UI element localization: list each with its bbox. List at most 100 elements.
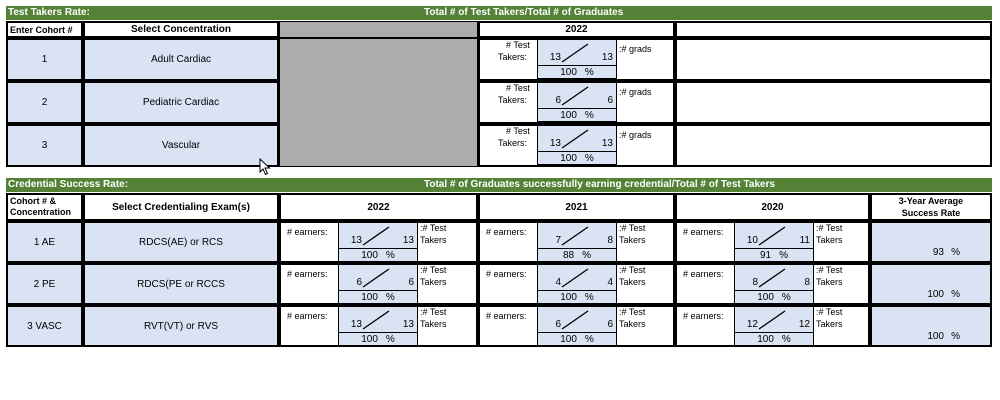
- percent-sign: %: [584, 67, 594, 78]
- percent-value[interactable]: 100%: [338, 290, 418, 304]
- exam-select[interactable]: RDCS(AE) or RCS: [83, 221, 279, 263]
- fraction-slash-icon: [362, 310, 390, 330]
- fraction-input[interactable]: [537, 39, 617, 66]
- exam-select[interactable]: RVT(VT) or RVS: [83, 305, 279, 347]
- denominator-value: 13: [601, 138, 613, 149]
- percent-number: 100: [757, 334, 774, 345]
- fraction-slash-icon: [561, 268, 589, 288]
- test-takers-title-bar: Test Takers Rate: Total # of Test Takers…: [6, 6, 992, 20]
- fraction-slash-icon: [362, 226, 390, 246]
- percent-sign: %: [584, 153, 594, 164]
- average-value: 93: [932, 247, 944, 258]
- test-takers-label-b: Takers: [619, 277, 646, 287]
- fraction-input[interactable]: [734, 306, 814, 333]
- test-takers-subtitle: Total # of Test Takers/Total # of Gradua…: [424, 7, 624, 18]
- percent-value[interactable]: 100%: [338, 248, 418, 262]
- average-cell: 93%: [870, 221, 992, 263]
- percent-number: 100: [560, 67, 577, 78]
- takers-label-a: # Test: [506, 40, 530, 50]
- percent-number: 100: [560, 292, 577, 303]
- percent-value[interactable]: 100%: [537, 65, 617, 79]
- percent-number: 88: [562, 250, 575, 261]
- header-select-concentration: Select Concentration: [83, 21, 279, 38]
- earners-label: # earners:: [486, 269, 527, 279]
- concentration-select[interactable]: Adult Cardiac: [83, 38, 279, 81]
- fraction-input[interactable]: [537, 82, 617, 109]
- fraction-slash-icon: [561, 43, 589, 63]
- percent-number: 100: [560, 153, 577, 164]
- credential-subtitle: Total # of Graduates successfully earnin…: [424, 179, 776, 190]
- earners-label: # earners:: [683, 227, 724, 237]
- percent-sign: %: [385, 250, 395, 261]
- takers-label-b: Takers:: [498, 95, 528, 105]
- test-takers-label-b: Takers: [816, 277, 843, 287]
- cred-cohort-value: 1 AE: [33, 236, 56, 248]
- ratio-box: # earners: 12 12 100%:# Test Takers: [675, 306, 865, 346]
- header-cred-year-2-label: 2020: [761, 201, 784, 213]
- test-takers-label-b: Takers: [619, 319, 646, 329]
- percent-value[interactable]: 88%: [537, 248, 617, 262]
- exam-value: RVT(VT) or RVS: [143, 320, 219, 332]
- denominator-value: 12: [798, 319, 810, 330]
- percent-value[interactable]: 100%: [734, 290, 814, 304]
- concentration-select[interactable]: Vascular: [83, 124, 279, 167]
- credential-title-bar: Credential Success Rate: Total # of Grad…: [6, 178, 992, 192]
- numerator-value: 6: [555, 95, 561, 106]
- numerator-value: 4: [555, 277, 561, 288]
- header-avg-label-a: 3-Year Average: [898, 196, 964, 206]
- cohort-cell[interactable]: 2: [6, 81, 83, 124]
- header-empty-cell: [675, 21, 992, 38]
- numerator-value: 12: [746, 319, 758, 330]
- earners-label: # earners:: [287, 269, 328, 279]
- numerator-value: 6: [555, 319, 561, 330]
- percent-value[interactable]: 100%: [537, 332, 617, 346]
- header-year-2022-label: 2022: [565, 24, 588, 35]
- takers-label-b: Takers:: [498, 138, 528, 148]
- exam-select[interactable]: RDCS(PE or RCCS: [83, 263, 279, 305]
- fraction-input[interactable]: [734, 222, 814, 249]
- numerator-value: 10: [746, 235, 758, 246]
- percent-sign: %: [584, 292, 594, 303]
- concentration-select[interactable]: Pediatric Cardiac: [83, 81, 279, 124]
- test-takers-label-a: :# Test: [420, 223, 447, 233]
- denominator-value: 11: [799, 235, 810, 246]
- fraction-input[interactable]: [338, 222, 418, 249]
- percent-number: 100: [361, 250, 378, 261]
- average-cell: 100%: [870, 305, 992, 347]
- denominator-value: 13: [402, 235, 414, 246]
- test-takers-label-a: :# Test: [420, 307, 447, 317]
- numerator-value: 13: [350, 319, 362, 330]
- fraction-input[interactable]: [734, 264, 814, 291]
- header-select-concentration-label: Select Concentration: [130, 24, 232, 35]
- average-value: 100: [927, 289, 944, 300]
- percent-value[interactable]: 91%: [734, 248, 814, 262]
- denominator-value: 8: [804, 277, 810, 288]
- test-takers-label-b: Takers: [420, 235, 447, 245]
- ratio-box: # earners: 6 6 100%:# Test Takers: [478, 306, 668, 346]
- numerator-value: 13: [350, 235, 362, 246]
- percent-value[interactable]: 100%: [338, 332, 418, 346]
- percent-sign: %: [781, 292, 791, 303]
- test-takers-label-b: Takers: [619, 235, 646, 245]
- test-takers-label-a: :# Test: [816, 307, 843, 317]
- average-percent-sign: %: [951, 331, 960, 342]
- ratio-box: # earners: 13 13 100%:# Test Takers: [279, 222, 469, 262]
- percent-number: 100: [757, 292, 774, 303]
- header-cred-year-0-label: 2022: [367, 201, 390, 213]
- fraction-slash-icon: [561, 129, 589, 149]
- percent-value[interactable]: 100%: [537, 108, 617, 122]
- percent-sign: %: [584, 334, 594, 345]
- fraction-slash-icon: [758, 268, 786, 288]
- test-takers-label-a: :# Test: [816, 223, 843, 233]
- cred-cohort-cell: 1 AE: [6, 221, 83, 263]
- percent-value[interactable]: 100%: [537, 290, 617, 304]
- percent-sign: %: [582, 250, 592, 261]
- percent-value[interactable]: 100%: [734, 332, 814, 346]
- cohort-cell[interactable]: 1: [6, 38, 83, 81]
- cohort-cell[interactable]: 3: [6, 124, 83, 167]
- fraction-input[interactable]: [338, 306, 418, 333]
- denominator-value: 6: [607, 319, 613, 330]
- header-cred-year-0: 2022: [279, 193, 478, 221]
- percent-value[interactable]: 100%: [537, 151, 617, 165]
- average-percent-sign: %: [951, 247, 960, 258]
